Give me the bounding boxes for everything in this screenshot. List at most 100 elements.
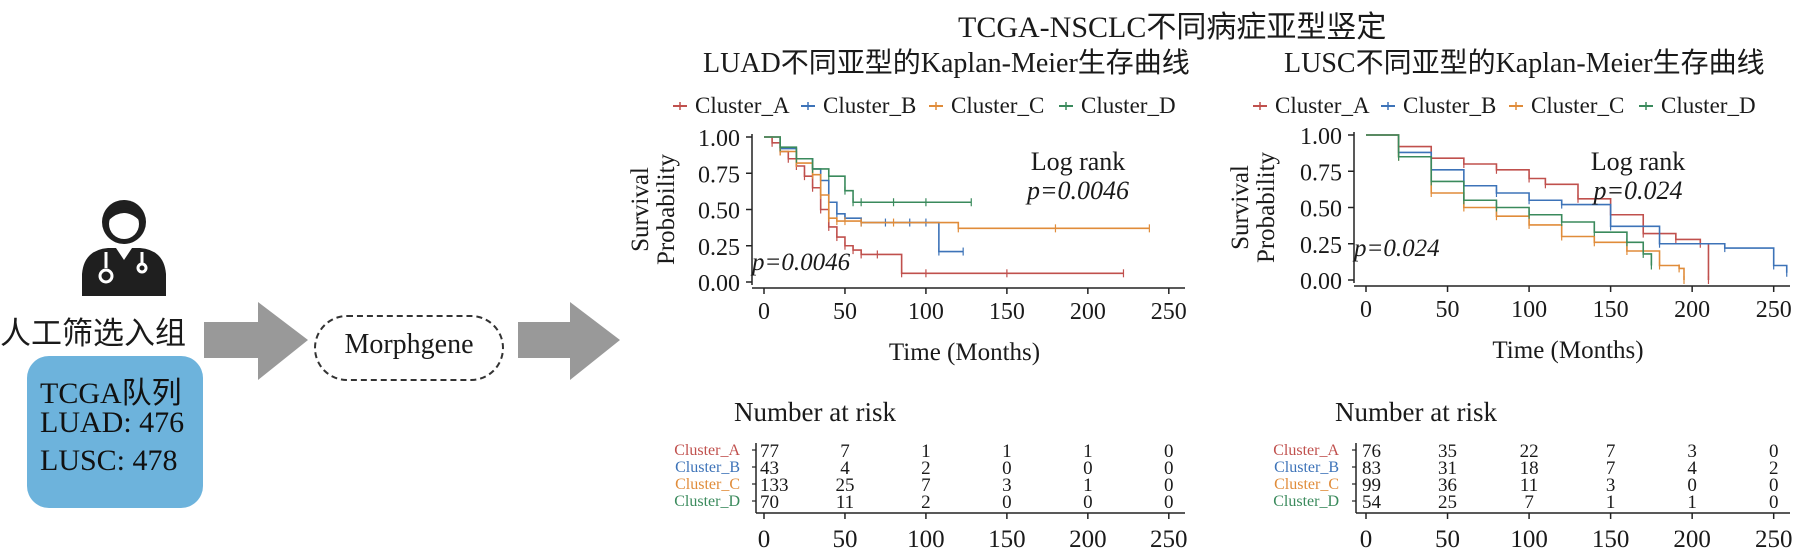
x-tick-label: 150 xyxy=(989,299,1025,325)
risk-value: 22 xyxy=(1520,441,1539,462)
legend-label: Cluster_C xyxy=(951,93,1044,118)
legend-label: Cluster_B xyxy=(1403,93,1496,118)
risk-value: 76 xyxy=(1362,441,1381,462)
y-tick-label: 0.75 xyxy=(1300,160,1342,186)
risk-row-label: Cluster_D xyxy=(674,493,740,510)
risk-x-tick-label: 150 xyxy=(988,526,1026,553)
risk-value: 0 xyxy=(1164,475,1174,496)
y-tick-label: 0.50 xyxy=(1300,197,1342,223)
p-value-inset: p=0.024 xyxy=(1352,235,1440,262)
x-tick-label: 200 xyxy=(1674,297,1710,323)
legend-label: Cluster_D xyxy=(1661,93,1756,118)
risk-value: 77 xyxy=(760,441,779,462)
risk-value: 3 xyxy=(1687,441,1697,462)
figure-title: TCGA-NSCLC不同病症亚型竖定 xyxy=(958,11,1387,44)
legend-label: Cluster_C xyxy=(1531,93,1624,118)
risk-value: 70 xyxy=(760,492,779,513)
risk-value: 133 xyxy=(760,475,789,496)
risk-value: 0 xyxy=(1002,492,1012,513)
legend-label: Cluster_B xyxy=(823,93,916,118)
y-tick-label: 0.50 xyxy=(698,199,740,225)
risk-value: 7 xyxy=(921,475,931,496)
risk-x-tick-label: 0 xyxy=(1360,526,1373,553)
cohort-box: TCGA队列 LUAD: 476 LUSC: 478 xyxy=(27,356,203,508)
x-axis-label: Time (Months) xyxy=(889,339,1040,366)
risk-value: 1 xyxy=(1083,441,1093,462)
risk-value: 3 xyxy=(1606,475,1616,496)
risk-value: 18 xyxy=(1520,458,1539,479)
risk-value: 99 xyxy=(1362,475,1381,496)
risk-value: 7 xyxy=(1524,492,1534,513)
risk-value: 0 xyxy=(1164,492,1174,513)
risk-x-tick-label: 50 xyxy=(1435,526,1460,553)
risk-value: 1 xyxy=(1083,475,1093,496)
risk-value: 36 xyxy=(1438,475,1457,496)
risk-x-tick-label: 100 xyxy=(907,526,945,553)
legend-label: Cluster_A xyxy=(1275,93,1370,118)
chart-title: LUAD不同亚型的Kaplan-Meier生存曲线 xyxy=(703,47,1190,79)
risk-value: 11 xyxy=(1520,475,1538,496)
km-curve xyxy=(764,136,972,204)
method-label: Morphgene xyxy=(344,329,474,360)
log-rank-label: Log rank xyxy=(1031,147,1126,176)
risk-value: 25 xyxy=(1438,492,1457,513)
risk-value: 7 xyxy=(840,441,850,462)
risk-value: 83 xyxy=(1362,458,1381,479)
legend-label: Cluster_D xyxy=(1081,93,1176,118)
risk-x-tick-label: 200 xyxy=(1069,526,1107,553)
risk-row-label: Cluster_A xyxy=(674,442,740,459)
p-value-label: p=0.0046 xyxy=(1025,176,1129,205)
y-axis-label-line1: Survival xyxy=(627,167,654,252)
y-tick-label: 1.00 xyxy=(698,126,740,152)
risk-value: 1 xyxy=(921,441,931,462)
risk-value: 2 xyxy=(921,458,931,479)
risk-row-label: Cluster_B xyxy=(1274,459,1339,476)
p-value-label: p=0.024 xyxy=(1591,176,1682,205)
risk-value: 4 xyxy=(1687,458,1697,479)
risk-value: 0 xyxy=(1002,458,1012,479)
risk-value: 31 xyxy=(1438,458,1457,479)
risk-x-tick-label: 250 xyxy=(1755,526,1793,553)
x-tick-label: 50 xyxy=(833,299,857,325)
arrow-2 xyxy=(518,302,620,380)
log-rank-label: Log rank xyxy=(1591,147,1686,176)
cohort-lusc: LUSC: 478 xyxy=(40,444,178,477)
risk-x-tick-label: 250 xyxy=(1150,526,1188,553)
risk-row-label: Cluster_B xyxy=(675,459,740,476)
y-tick-label: 0.25 xyxy=(1300,233,1342,259)
risk-x-tick-label: 150 xyxy=(1592,526,1630,553)
risk-value: 1 xyxy=(1606,492,1616,513)
risk-value: 0 xyxy=(1769,441,1779,462)
risk-table-title: Number at risk xyxy=(1335,397,1497,427)
x-tick-label: 200 xyxy=(1070,299,1106,325)
risk-value: 11 xyxy=(836,492,854,513)
risk-value: 0 xyxy=(1164,441,1174,462)
manual-selection-label: 人工筛选入组 xyxy=(0,316,186,351)
arrow-1 xyxy=(204,302,308,380)
risk-value: 4 xyxy=(840,458,850,479)
method-oval xyxy=(314,315,504,381)
risk-x-tick-label: 100 xyxy=(1510,526,1548,553)
y-tick-label: 0.00 xyxy=(698,271,740,297)
y-tick-label: 0.00 xyxy=(1300,269,1342,295)
x-tick-label: 50 xyxy=(1436,297,1460,323)
risk-x-tick-label: 0 xyxy=(758,526,771,553)
risk-x-tick-label: 50 xyxy=(832,526,857,553)
y-axis-label-line2: Probability xyxy=(1253,151,1280,263)
x-tick-label: 250 xyxy=(1756,297,1792,323)
risk-value: 0 xyxy=(1083,492,1093,513)
risk-row-label: Cluster_D xyxy=(1273,493,1339,510)
risk-table-title: Number at risk xyxy=(734,397,896,427)
x-tick-label: 0 xyxy=(1360,297,1372,323)
risk-value: 25 xyxy=(835,475,854,496)
y-tick-label: 1.00 xyxy=(1300,124,1342,150)
risk-value: 2 xyxy=(1769,458,1779,479)
risk-value: 3 xyxy=(1002,475,1012,496)
risk-value: 43 xyxy=(760,458,779,479)
legend-label: Cluster_A xyxy=(695,93,790,118)
risk-row-label: Cluster_A xyxy=(1273,442,1339,459)
x-tick-label: 100 xyxy=(908,299,944,325)
x-tick-label: 100 xyxy=(1511,297,1547,323)
risk-row-label: Cluster_C xyxy=(675,476,740,493)
